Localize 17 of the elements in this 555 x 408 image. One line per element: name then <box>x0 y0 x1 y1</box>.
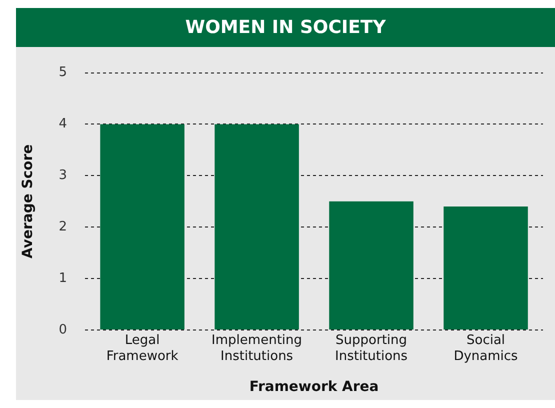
y-tick-label: 2 <box>58 219 68 234</box>
x-tick-label: Supporting Institutions <box>334 333 408 364</box>
bar <box>444 206 528 330</box>
x-axis-title: Framework Area <box>249 379 379 396</box>
chart-title: WOMEN IN SOCIETY <box>16 8 555 47</box>
y-tick-label: 3 <box>58 168 68 184</box>
bar <box>214 124 299 330</box>
y-tick-label: 5 <box>58 65 68 80</box>
y-axis-title: Average Score <box>20 144 36 258</box>
y-tick-label: 0 <box>58 322 68 338</box>
bar <box>100 124 184 330</box>
y-tick-label: 4 <box>58 116 68 132</box>
x-tick-label: Social Dynamics <box>454 333 518 364</box>
x-tick-label: Legal Framework <box>106 333 179 364</box>
bar <box>329 201 414 330</box>
y-tick-label: 1 <box>58 270 68 286</box>
x-tick-label: Implementing Institutions <box>212 333 302 364</box>
